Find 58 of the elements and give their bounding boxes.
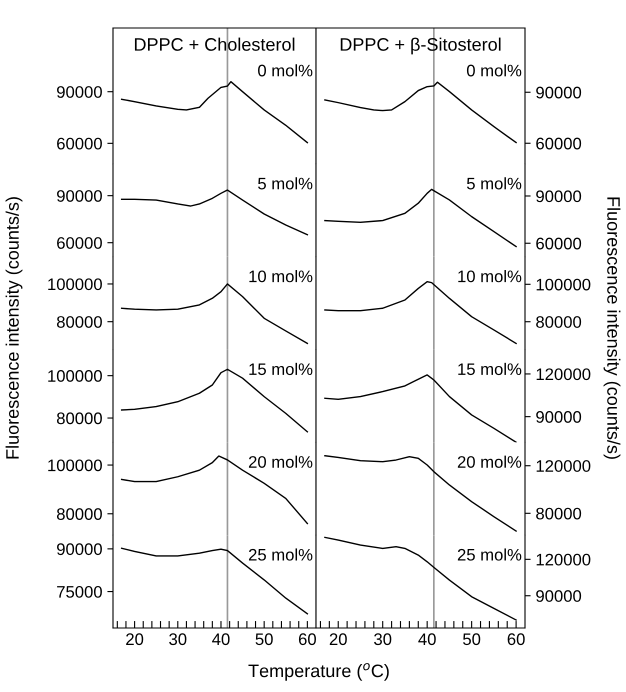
annotation: 0 mol%	[258, 64, 312, 76]
line-series	[120, 189, 308, 236]
y-tick-label: 80000	[56, 412, 102, 424]
annotation: 5 mol%	[466, 177, 522, 190]
y2-tick-label: 90000	[536, 411, 582, 423]
y-tick-label: 80000	[56, 316, 102, 328]
line-series	[120, 283, 308, 344]
x-tick-label: 40	[418, 633, 436, 646]
y2-tick-label: 120000	[536, 460, 590, 472]
y2-tick-label: 120000	[536, 554, 590, 566]
y2-tick-label: 90000	[536, 590, 582, 602]
y-tick-label: 75000	[57, 586, 102, 598]
annotation: 10 mol%	[249, 270, 312, 282]
chart-title: DPPC + β-Sitosterol	[340, 38, 500, 54]
annotation: 25 mol%	[248, 548, 312, 561]
annotation: 15 mol%	[249, 362, 312, 376]
annotation: 10 mol%	[458, 270, 522, 282]
y-tick-label: 80000	[56, 508, 102, 520]
y-tick-label: 90000	[57, 543, 102, 556]
line-series	[324, 374, 517, 442]
x-tick-label: 20	[126, 633, 144, 646]
x-tick-label: 30	[169, 633, 186, 646]
y-tick-label: 60000	[57, 237, 102, 249]
y2-tick-label: 90000	[536, 190, 582, 202]
x-tick-label: 20	[330, 633, 347, 646]
annotation: 20 mol%	[458, 456, 522, 468]
x-tick-label: 40	[212, 633, 230, 646]
y-tick-label: 90000	[57, 86, 102, 98]
y2-axis-title: Fluorescence intensity (counts/s)	[604, 198, 620, 459]
x-tick-label: 50	[463, 633, 480, 646]
annotation: 20 mol%	[248, 456, 312, 468]
x-tick-label: 60	[508, 633, 525, 646]
annotation: 0 mol%	[466, 64, 522, 76]
y-tick-label: 100000	[48, 278, 102, 290]
annotation: 15 mol%	[458, 362, 522, 376]
y2-tick-label: 90000	[536, 86, 582, 98]
y-tick-label: 90000	[57, 190, 102, 202]
x-axis-title: Temperature ($^{o}$C)	[248, 663, 389, 681]
annotation: 5 mol%	[258, 177, 312, 190]
x-tick-label: 60	[298, 633, 316, 646]
line-series	[324, 280, 517, 344]
line-series	[324, 188, 517, 248]
x-tick-label: 50	[256, 633, 273, 646]
y-tick-label: 100000	[48, 459, 102, 472]
y-tick-label: 60000	[57, 138, 102, 150]
y-tick-label: 100000	[48, 370, 102, 382]
y-axis-title: Fluorescence intensity (counts/s)	[6, 197, 22, 458]
line-series	[324, 82, 517, 144]
y2-tick-label: 80000	[536, 508, 582, 520]
y2-tick-label: 120000	[536, 368, 590, 380]
annotation: 25 mol%	[458, 548, 522, 561]
y2-tick-label: 60000	[536, 238, 582, 250]
y2-tick-label: 100000	[536, 278, 590, 291]
y2-tick-label: 60000	[536, 138, 582, 150]
y2-tick-label: 80000	[536, 316, 582, 328]
line-series	[120, 81, 308, 144]
x-tick-label: 30	[374, 633, 392, 646]
chart-title: DPPC + Cholesterol	[134, 38, 294, 51]
